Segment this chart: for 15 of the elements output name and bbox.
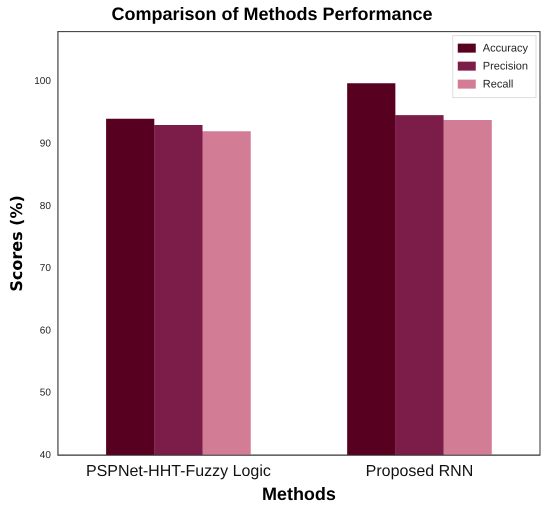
y-tick-label: 70 [40, 263, 52, 274]
legend-label: Accuracy [482, 42, 528, 55]
x-tick-label: PSPNet-HHT-Fuzzy Logic [86, 463, 271, 480]
y-axis-title: Scores (%) [6, 195, 26, 292]
chart-title: Comparison of Methods Performance [111, 4, 433, 24]
y-tick-label: 80 [40, 200, 52, 212]
y-tick-label: 40 [40, 450, 52, 461]
x-tick-label: Proposed RNN [366, 463, 474, 480]
y-tick-label: 50 [40, 388, 52, 399]
y-tick-label: 100 [34, 76, 52, 88]
y-tick-label: 60 [40, 325, 52, 336]
x-axis-title: Methods [262, 484, 336, 504]
legend-label: Precision [482, 60, 528, 73]
legend-label: Recall [482, 78, 514, 91]
y-tick-label: 90 [40, 138, 52, 150]
